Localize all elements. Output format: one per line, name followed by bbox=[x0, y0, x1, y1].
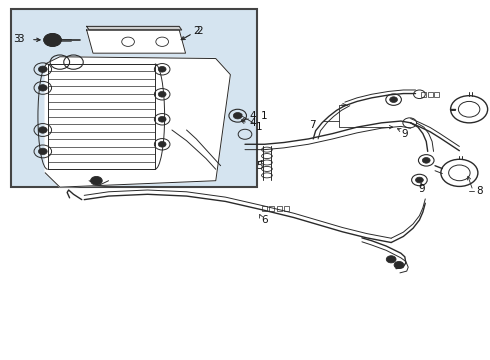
Circle shape bbox=[233, 112, 242, 119]
Bar bbox=[270, 206, 274, 211]
Text: 6: 6 bbox=[261, 215, 268, 225]
Circle shape bbox=[390, 97, 397, 103]
Text: 2: 2 bbox=[193, 26, 199, 36]
Circle shape bbox=[38, 66, 47, 72]
Circle shape bbox=[158, 91, 166, 97]
Circle shape bbox=[394, 261, 404, 269]
Text: 7: 7 bbox=[309, 120, 316, 130]
Circle shape bbox=[158, 66, 166, 72]
Text: 3: 3 bbox=[18, 34, 24, 44]
Text: 2: 2 bbox=[196, 26, 203, 36]
Circle shape bbox=[91, 176, 102, 185]
Text: 3: 3 bbox=[13, 34, 20, 44]
Polygon shape bbox=[87, 26, 182, 30]
Bar bbox=[11, 9, 257, 187]
Text: 1: 1 bbox=[261, 111, 267, 121]
Circle shape bbox=[416, 177, 423, 183]
Bar bbox=[284, 206, 289, 211]
Circle shape bbox=[386, 256, 396, 263]
Text: 8: 8 bbox=[476, 186, 483, 197]
Bar bbox=[277, 206, 282, 211]
Text: 9: 9 bbox=[401, 129, 408, 139]
Text: 4: 4 bbox=[250, 118, 256, 128]
Text: 4: 4 bbox=[249, 111, 256, 121]
Circle shape bbox=[38, 85, 47, 91]
Text: 1: 1 bbox=[255, 122, 262, 132]
Bar bbox=[428, 92, 433, 97]
Circle shape bbox=[158, 116, 166, 122]
Text: 9: 9 bbox=[418, 184, 425, 194]
Text: 5: 5 bbox=[256, 161, 263, 171]
Circle shape bbox=[38, 127, 47, 133]
Circle shape bbox=[38, 148, 47, 155]
Polygon shape bbox=[87, 30, 186, 53]
Polygon shape bbox=[45, 57, 230, 187]
Circle shape bbox=[422, 157, 430, 163]
Circle shape bbox=[44, 33, 61, 46]
Bar bbox=[262, 206, 267, 211]
Bar bbox=[434, 92, 439, 97]
Bar bbox=[421, 92, 426, 97]
Circle shape bbox=[158, 141, 166, 147]
